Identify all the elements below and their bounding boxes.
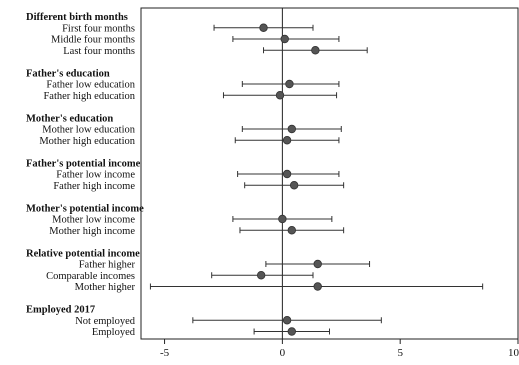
row-label-mother-higher: Mother higher xyxy=(75,282,136,293)
estimate-father-low-income xyxy=(237,169,340,179)
row-label-middle-four-months: Middle four months xyxy=(51,35,135,46)
estimate-father-higher xyxy=(265,259,371,269)
row-label-last-four-months: Last four months xyxy=(63,46,135,57)
x-tick-label-1: 0 xyxy=(280,347,286,359)
group-label-mothers-potential-income: Mother's potential income xyxy=(26,203,144,214)
point-mother-higher xyxy=(313,282,322,291)
plot-area xyxy=(140,7,519,340)
estimate-father-high-education xyxy=(222,91,338,100)
point-employed xyxy=(287,327,296,336)
point-father-low-education xyxy=(285,79,294,89)
estimate-middle-four-months xyxy=(232,34,340,44)
point-middle-four-months xyxy=(280,34,289,44)
row-label-father-low-education: Father low education xyxy=(46,80,135,91)
estimate-mother-low-education xyxy=(241,124,342,134)
row-label-mother-low-income: Mother low income xyxy=(52,215,135,226)
row-label-comparable-incomes: Comparable incomes xyxy=(46,271,135,282)
estimate-first-four-months xyxy=(213,23,314,32)
point-father-high-income xyxy=(289,181,299,190)
row-label-first-four-months: First four months xyxy=(62,23,135,34)
x-tick-label-0: -5 xyxy=(160,347,170,359)
group-label-different-birth-months: Different birth months xyxy=(26,12,128,23)
group-label-relative-potential-income: Relative potential income xyxy=(26,248,140,259)
estimate-not-employed xyxy=(192,316,382,325)
point-mother-low-income xyxy=(278,214,287,224)
estimate-mother-higher xyxy=(149,282,484,291)
row-label-mother-high-income: Mother high income xyxy=(49,226,135,237)
row-label-father-high-income: Father high income xyxy=(53,181,135,192)
point-mother-high-income xyxy=(287,226,296,235)
group-label-employed-2017: Employed 2017 xyxy=(26,305,95,316)
point-father-low-income xyxy=(282,169,292,179)
row-label-not-employed: Not employed xyxy=(75,316,136,327)
row-label-father-higher: Father higher xyxy=(79,260,136,271)
row-label-father-high-education: Father high education xyxy=(43,91,135,102)
point-comparable-incomes xyxy=(256,271,266,280)
estimate-mother-high-education xyxy=(234,136,340,145)
estimate-marks xyxy=(149,23,484,336)
x-tick-label-3: 10 xyxy=(508,347,519,359)
point-last-four-months xyxy=(311,46,320,55)
row-label-employed: Employed xyxy=(92,327,136,338)
point-father-high-education xyxy=(275,91,285,100)
point-father-higher xyxy=(313,259,322,269)
estimate-employed xyxy=(253,327,330,336)
x-axis: -5 0 5 10 xyxy=(160,339,519,359)
point-first-four-months xyxy=(259,23,268,32)
estimate-father-high-income xyxy=(244,181,345,190)
row-label-mother-high-education: Mother high education xyxy=(39,136,135,147)
plot-frame xyxy=(140,7,519,340)
group-label-fathers-potential-income: Father's potential income xyxy=(26,158,141,169)
estimate-last-four-months xyxy=(263,46,368,55)
estimate-father-low-education xyxy=(241,79,340,89)
estimate-mother-low-income xyxy=(232,214,333,224)
x-tick-label-2: 5 xyxy=(397,347,403,359)
group-label-mothers-education: Mother's education xyxy=(26,113,113,124)
group-label-fathers-education: Father's education xyxy=(26,68,110,79)
estimate-mother-high-income xyxy=(239,226,345,235)
estimate-comparable-incomes xyxy=(211,271,314,280)
point-mother-low-education xyxy=(287,124,296,134)
row-label-mother-low-education: Mother low education xyxy=(42,125,135,136)
row-label-father-low-income: Father low income xyxy=(56,170,135,181)
point-not-employed xyxy=(282,316,292,325)
point-mother-high-education xyxy=(282,136,292,145)
